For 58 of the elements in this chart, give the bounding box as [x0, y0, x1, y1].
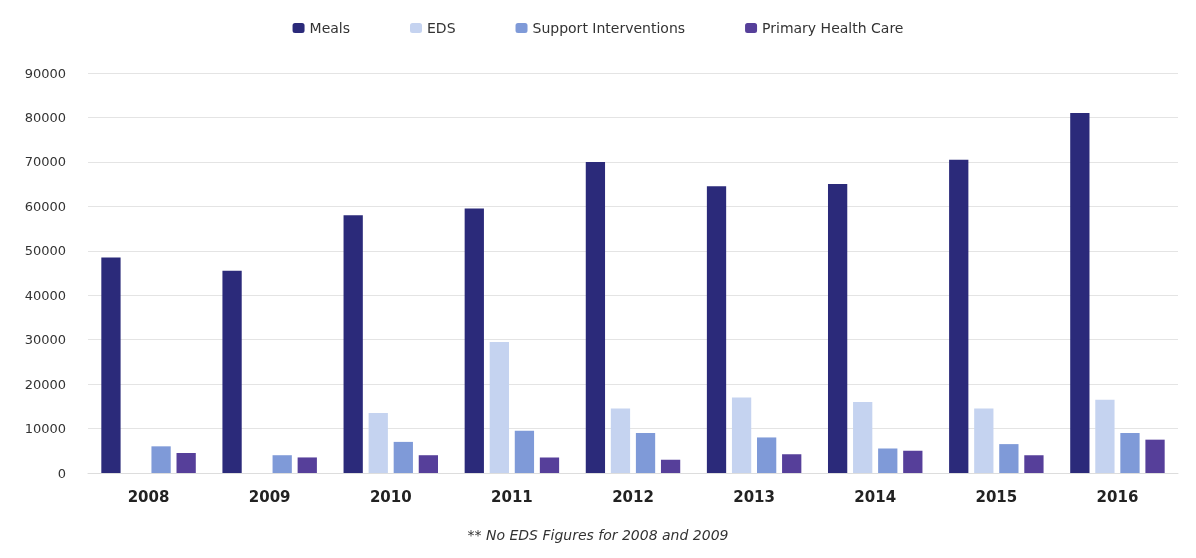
y-tick-label: 90000	[24, 65, 66, 81]
bar	[731, 397, 752, 473]
bar	[176, 453, 196, 473]
x-tick-label: 2008	[127, 487, 170, 506]
bar	[757, 437, 777, 473]
bar	[827, 184, 848, 473]
x-tick-label: 2010	[369, 487, 412, 506]
y-tick-label: 80000	[24, 109, 66, 125]
bar	[660, 459, 681, 473]
x-tick-label: 2012	[612, 487, 654, 506]
bar	[782, 454, 802, 473]
bar	[1145, 439, 1165, 473]
y-tick-label: 30000	[24, 332, 66, 348]
bar	[999, 444, 1019, 473]
y-tick-label: 20000	[24, 376, 66, 392]
x-tick-label: 2016	[1096, 487, 1139, 506]
y-tick-label: 40000	[24, 287, 66, 303]
x-tick-label: 2014	[854, 487, 897, 506]
bar	[539, 457, 560, 473]
bar	[297, 457, 317, 473]
y-tick-label: 10000	[24, 421, 66, 437]
bar	[1120, 433, 1140, 473]
bar	[610, 408, 631, 473]
x-tick-label: 2011	[491, 487, 533, 506]
bar	[343, 215, 363, 473]
y-tick-label: 60000	[24, 198, 66, 214]
y-tick-label: 0	[57, 465, 66, 481]
bar	[974, 408, 994, 473]
y-tick-label: 70000	[24, 154, 66, 170]
text: ** No EDS Figures for 2008 and 2009	[467, 527, 729, 543]
bar	[151, 446, 171, 473]
bar	[514, 430, 535, 473]
y-tick-label: 50000	[24, 243, 66, 259]
bar	[418, 455, 439, 473]
bar	[1095, 399, 1115, 473]
bar	[585, 161, 606, 473]
bar	[853, 401, 873, 473]
bar	[706, 186, 727, 473]
bar	[101, 257, 121, 473]
legend-label: Support Interventions	[532, 20, 686, 36]
x-tick-label: 2015	[975, 487, 1018, 506]
bar	[222, 270, 242, 473]
bar	[635, 433, 656, 473]
x-tick-label: 2013	[733, 487, 775, 506]
bar	[272, 455, 292, 473]
x-tick-label: 2009	[248, 487, 291, 506]
bar	[368, 413, 388, 473]
legend-label: EDS	[427, 20, 456, 36]
bar	[1024, 455, 1044, 473]
bar	[489, 341, 509, 473]
bar	[393, 441, 413, 473]
legend-label: Primary Health Care	[762, 20, 904, 36]
legend-label: Meals	[309, 20, 351, 36]
bar	[949, 159, 969, 473]
bar	[464, 208, 484, 473]
bar	[1070, 113, 1090, 473]
bar	[878, 448, 898, 473]
bar	[903, 450, 923, 473]
